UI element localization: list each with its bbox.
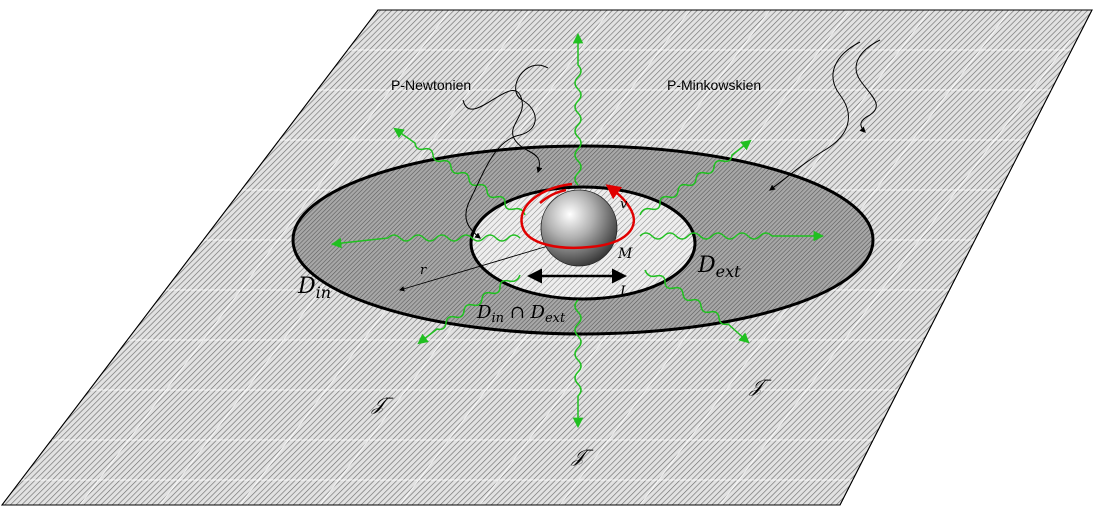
gravitational-waves bbox=[330, 32, 825, 429]
wave-upper-left bbox=[393, 127, 526, 216]
label-p-newtonien: P-Newtonien bbox=[391, 77, 471, 93]
wave-right bbox=[639, 230, 825, 242]
wave-up bbox=[572, 32, 584, 186]
label-p-minkowskien: P-Minkowskien bbox=[667, 77, 761, 93]
label-v: v bbox=[620, 197, 628, 212]
wave-lower-right bbox=[644, 269, 750, 344]
squiggle-newtonien-1 bbox=[462, 90, 543, 174]
orbit-path bbox=[520, 182, 636, 250]
wave-lower-left bbox=[417, 274, 521, 345]
label-M: M bbox=[617, 246, 633, 262]
radius-line bbox=[398, 245, 549, 292]
squiggle-newtonien-2 bbox=[465, 64, 549, 239]
label-d-ext: Dext bbox=[697, 253, 741, 281]
label-d-intersection: Din ∩ Dext bbox=[476, 302, 566, 326]
mass-sphere bbox=[540, 189, 618, 267]
squiggle-minkowskien-2 bbox=[855, 39, 881, 133]
wave-down bbox=[572, 299, 584, 429]
label-d-in: Din bbox=[297, 274, 331, 302]
squiggle-minkowskien-1 bbox=[769, 41, 861, 191]
orbit-start-tick bbox=[539, 188, 567, 204]
incoming-radiation bbox=[462, 39, 881, 239]
label-L: L bbox=[619, 284, 629, 300]
label-r: r bbox=[420, 263, 427, 278]
wave-upper-right bbox=[639, 139, 752, 216]
wave-left bbox=[330, 234, 521, 249]
